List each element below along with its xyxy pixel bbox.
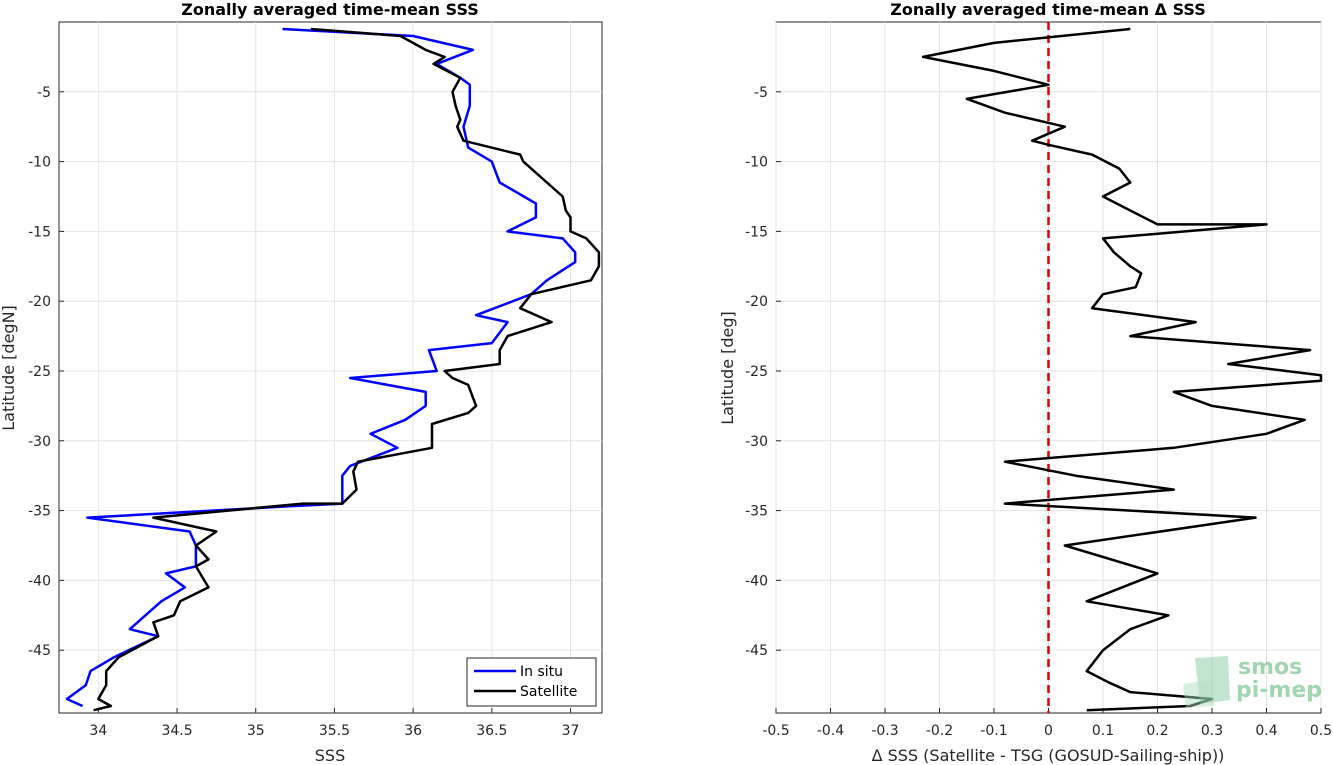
right-y-tick-label: -30 — [745, 434, 768, 450]
left-series — [65, 27, 601, 712]
left-series-line-satellite — [93, 27, 601, 712]
right-y-tick-label: -25 — [745, 364, 768, 380]
logo-line-2: pi-mep — [1236, 678, 1322, 703]
right-x-tick-label: 0.2 — [1146, 723, 1168, 739]
right-x-tick-label: 0.4 — [1255, 723, 1277, 739]
right-x-tick-label: -0.2 — [926, 723, 953, 739]
right-x-tick-label: 0.1 — [1092, 723, 1114, 739]
left-y-tick-label: -20 — [28, 294, 51, 310]
right-x-axis-label: Δ SSS (Satellite - TSG (GOSUD-Sailing-sh… — [872, 746, 1225, 765]
left-y-tick-label: -15 — [28, 224, 51, 240]
right-x-tick-label: 0.3 — [1201, 723, 1223, 739]
right-x-tick-label: 0 — [1044, 723, 1053, 739]
right-y-tick-label: -35 — [745, 504, 768, 520]
left-y-tick-label: -25 — [28, 364, 51, 380]
left-x-tick-label: 35.5 — [319, 723, 350, 739]
right-series — [921, 27, 1323, 712]
right-x-ticks: -0.5 -0.4 -0.3 -0.2 -0.1 0 0.1 0.2 0.3 0.4 0.5 — [762, 708, 1332, 739]
right-x-tick-label: -0.5 — [762, 723, 789, 739]
left-y-tick-label: -5 — [37, 85, 51, 101]
logo-map-icon — [1195, 656, 1230, 704]
right-y-tick-label: -40 — [745, 573, 768, 589]
left-x-tick-label: 35 — [247, 723, 265, 739]
left-series-line-in-situ — [65, 27, 577, 708]
right-y-tick-label: -15 — [745, 224, 768, 240]
left-plot-area — [58, 21, 603, 714]
right-y-tick-label: -20 — [745, 294, 768, 310]
legend-label-satellite: Satellite — [520, 684, 577, 700]
logo-line-1: smos — [1238, 655, 1302, 680]
right-x-tick-label: 0.5 — [1310, 723, 1332, 739]
right-panel: -0.5 -0.4 -0.3 -0.2 -0.1 0 0.1 0.2 0.3 0.4 0.5 -5-… — [718, 0, 1332, 765]
legend: In situ Satellite — [466, 657, 597, 707]
smos-pi-mep-logo: smos pi-mep — [1183, 655, 1322, 708]
right-x-tick-label: -0.3 — [871, 723, 898, 739]
left-x-tick-label: 37 — [562, 723, 580, 739]
left-x-ticks: 34 34.5 35 35.5 36 36.5 37 — [89, 708, 579, 739]
left-x-tick-label: 34.5 — [161, 723, 192, 739]
left-x-tick-label: 36.5 — [476, 723, 507, 739]
left-y-axis-label: Latitude [degN] — [0, 305, 18, 431]
right-x-tick-label: -0.1 — [980, 723, 1007, 739]
legend-label-in-situ: In situ — [520, 664, 563, 680]
left-y-tick-label: -40 — [28, 573, 51, 589]
left-x-tick-label: 34 — [89, 723, 107, 739]
left-x-axis-label: SSS — [315, 746, 345, 765]
left-grid — [59, 22, 602, 713]
left-y-tick-label: -10 — [28, 155, 51, 171]
right-y-ticks: -5 -10 -15 -20 -25 -30 -35 -40 -45 — [745, 85, 781, 659]
left-y-tick-label: -45 — [28, 643, 51, 659]
right-chart-title: Zonally averaged time-mean Δ SSS — [890, 0, 1206, 19]
right-y-tick-label: -10 — [745, 155, 768, 171]
left-y-tick-label: -30 — [28, 434, 51, 450]
right-series-line-delta-sss — [921, 27, 1323, 712]
left-x-tick-label: 36 — [404, 723, 422, 739]
left-chart-title: Zonally averaged time-mean SSS — [181, 0, 479, 19]
left-y-tick-label: -35 — [28, 504, 51, 520]
left-panel: 34 34.5 35 35.5 36 36.5 37 -5 -10 -15 -20 -25 -30 -3… — [0, 0, 603, 765]
logo-map-icon-shadow — [1183, 680, 1214, 708]
left-y-ticks: -5 -10 -15 -20 -25 -30 -35 -40 -45 — [28, 85, 64, 659]
right-y-axis-label: Latitude [deg] — [718, 311, 737, 425]
legend-box — [466, 657, 597, 707]
right-y-tick-label: -45 — [745, 643, 768, 659]
right-x-tick-label: -0.4 — [817, 723, 844, 739]
right-y-tick-label: -5 — [754, 85, 768, 101]
